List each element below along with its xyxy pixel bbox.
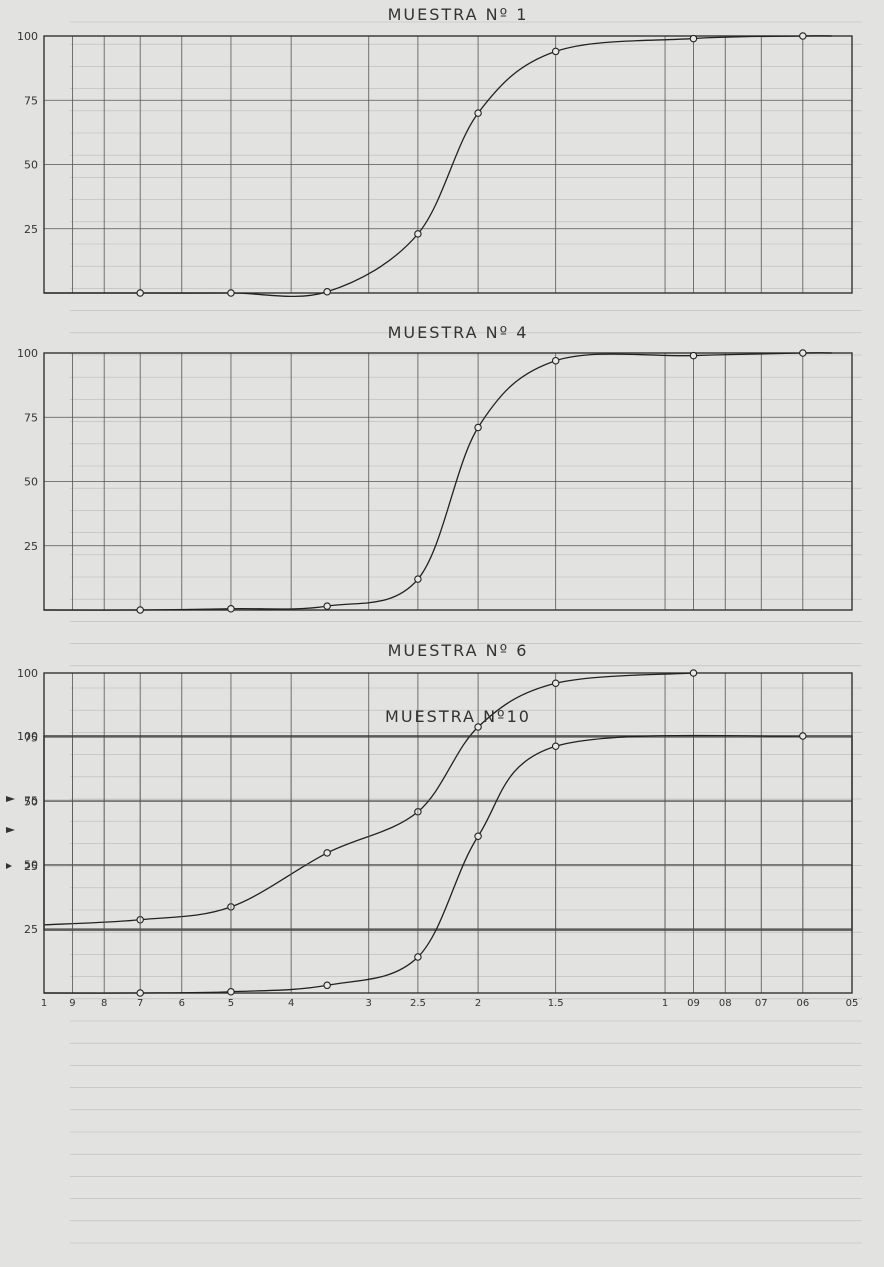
data-point: [689, 669, 698, 677]
series-line: [43, 734, 803, 994]
plot-frame: [43, 35, 853, 294]
x-tick-label: 05: [846, 998, 859, 1009]
chart-title: MUESTRA Nº 1: [388, 5, 529, 24]
y-tick-label: 25: [24, 223, 38, 236]
y-tick-label: 50: [24, 796, 38, 809]
data-point: [323, 981, 331, 990]
series-line: [43, 35, 833, 298]
y-tick-label: 25: [24, 540, 38, 553]
y-tick-label: 100: [17, 30, 38, 43]
chart-panel-1: MUESTRA Nº 1 25 50 75 100: [17, 5, 853, 298]
x-tick-label: 4: [288, 998, 294, 1009]
y-tick-label: 25: [24, 860, 38, 873]
data-point: [136, 289, 144, 297]
data-point: [551, 679, 560, 688]
data-point: [227, 289, 235, 297]
margin-marker-icon: [6, 863, 12, 869]
y-tick-label: 75: [24, 794, 38, 807]
data-point: [551, 356, 560, 365]
data-point: [323, 287, 331, 296]
chart-panel-2: MUESTRA Nº 4 25 50 75 100: [17, 323, 853, 614]
data-point: [414, 230, 422, 238]
y-tick-label: 100: [17, 347, 38, 360]
plot-frame: [43, 735, 853, 994]
data-point: [323, 602, 331, 610]
x-tick-label: 1: [41, 998, 47, 1009]
data-point: [551, 742, 560, 751]
x-tick-label: 9: [69, 998, 75, 1009]
data-point: [799, 32, 807, 40]
chart-title: MUESTRA Nº10: [385, 707, 531, 726]
x-tick-label: 07: [755, 998, 768, 1009]
data-point: [136, 606, 144, 614]
x-tick-label: 2: [475, 998, 481, 1009]
x-tick-label: 08: [719, 998, 732, 1009]
y-tick-label: 100: [17, 667, 38, 680]
y-tick-label: 25: [24, 923, 38, 936]
data-point: [227, 987, 235, 996]
plot-frame: [43, 352, 853, 611]
y-tick-label: 75: [24, 94, 38, 107]
margin-marker-icon: [6, 827, 15, 833]
data-point: [474, 109, 482, 117]
series-line: [43, 352, 833, 611]
y-tick-label: 50: [24, 159, 38, 172]
x-tick-label: 6: [179, 998, 185, 1009]
x-tick-label: 2.5: [410, 998, 426, 1009]
chart-title: MUESTRA Nº 6: [388, 641, 529, 660]
y-tick-label: 75: [24, 731, 38, 744]
data-point: [551, 47, 560, 56]
data-point: [474, 423, 482, 432]
chart-title: MUESTRA Nº 4: [388, 323, 529, 342]
data-point: [136, 989, 144, 997]
margin-marker-icon: [6, 796, 15, 802]
background-text-lines: [70, 21, 862, 1244]
y-tick-label: 50: [24, 476, 38, 489]
x-tick-label: 1: [662, 998, 668, 1009]
y-tick-label: 100: [17, 730, 38, 743]
data-point: [689, 351, 698, 360]
data-point: [799, 349, 807, 357]
data-point: [689, 34, 698, 43]
x-tick-label: 06: [796, 998, 809, 1009]
x-tick-label: 1.5: [548, 998, 564, 1009]
y-tick-label: 50: [24, 859, 38, 872]
data-point: [474, 832, 482, 840]
y-tick-label: 75: [24, 411, 38, 424]
data-point: [227, 604, 235, 613]
data-point: [323, 849, 331, 857]
data-point: [799, 732, 807, 740]
x-tick-label: 5: [228, 998, 234, 1009]
data-point: [474, 723, 482, 731]
x-tick-label: 7: [137, 998, 143, 1009]
data-point: [414, 575, 422, 583]
x-tick-label: 09: [687, 998, 700, 1009]
data-point: [414, 953, 422, 961]
x-tick-label: 8: [101, 998, 107, 1009]
x-tick-label: 3: [366, 998, 372, 1009]
